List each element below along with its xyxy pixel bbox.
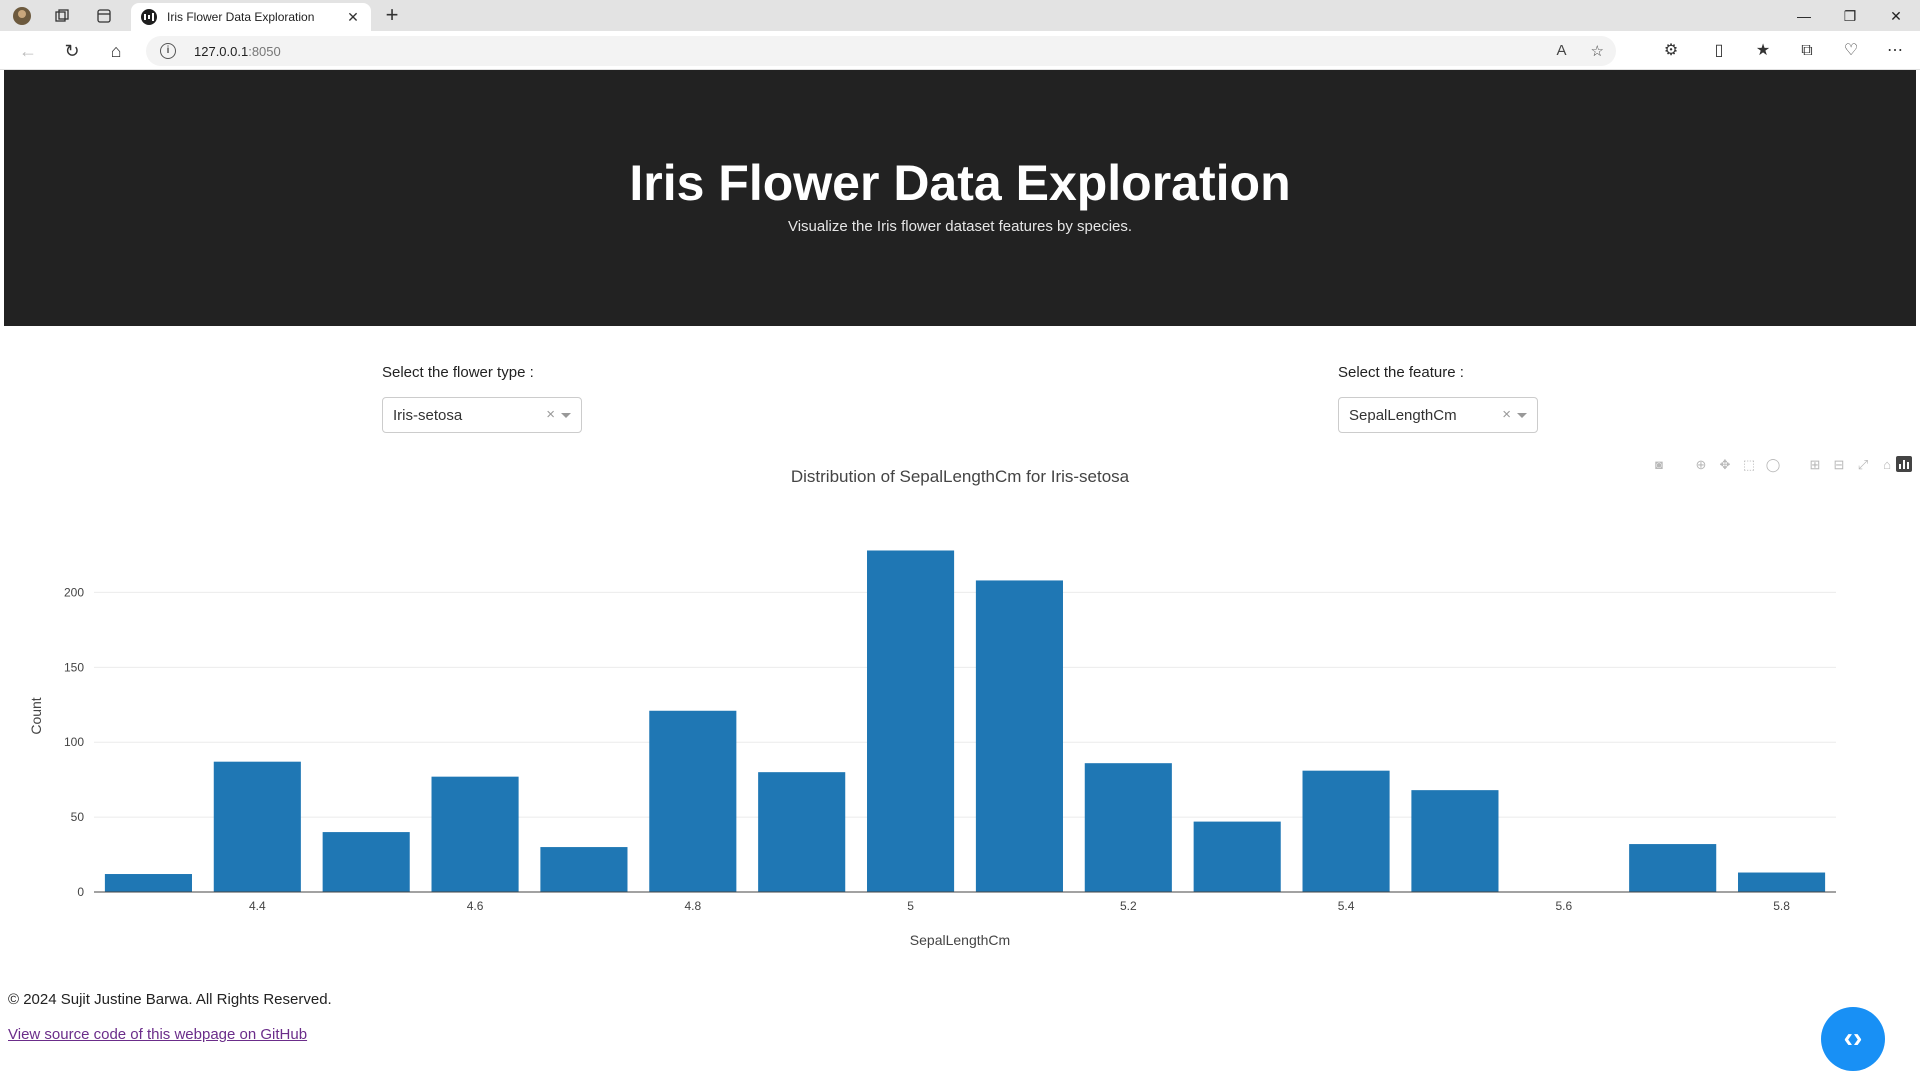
zoom-in-icon[interactable]: ⊞ bbox=[1809, 457, 1821, 472]
restore-icon[interactable]: ❐ bbox=[1843, 8, 1857, 24]
x-tick-label: 4.4 bbox=[249, 899, 266, 913]
favorite-star-icon[interactable]: ☆ bbox=[1590, 43, 1604, 60]
feature-value: SepalLengthCm bbox=[1349, 407, 1457, 424]
y-tick-label: 0 bbox=[77, 885, 84, 899]
tab-title: Iris Flower Data Exploration bbox=[167, 10, 315, 24]
new-tab-icon[interactable]: + bbox=[385, 2, 399, 27]
bar bbox=[431, 776, 519, 892]
reload-icon[interactable]: ↻ bbox=[64, 41, 80, 61]
flower-type-dropdown[interactable]: Iris-setosa × bbox=[382, 397, 582, 433]
window-close-icon[interactable]: ✕ bbox=[1890, 8, 1902, 24]
x-tick-label: 4.8 bbox=[684, 899, 701, 913]
browser-tab-active[interactable]: Iris Flower Data Exploration ✕ bbox=[131, 3, 371, 31]
zoom-icon[interactable]: ⊕ bbox=[1695, 457, 1707, 472]
x-axis-title: SepalLengthCm bbox=[910, 932, 1010, 948]
y-tick-label: 200 bbox=[64, 585, 84, 599]
code-icon[interactable]: ‹› bbox=[1821, 1007, 1885, 1071]
bar bbox=[540, 847, 628, 892]
chevron-down-icon[interactable] bbox=[1517, 413, 1527, 418]
bar bbox=[1302, 770, 1390, 892]
camera-icon[interactable]: ◙ bbox=[1655, 457, 1663, 472]
plot-modebar: ◙ ⊕ ✥ ⬚ ◯ ⊞ ⊟ ⤢ ⌂ bbox=[1650, 456, 1896, 474]
x-tick-label: 5.4 bbox=[1338, 899, 1355, 913]
bar bbox=[758, 772, 846, 892]
extensions-icon[interactable]: ⚙ bbox=[1663, 42, 1679, 59]
bar bbox=[975, 580, 1063, 892]
bar bbox=[104, 874, 192, 892]
x-tick-label: 4.6 bbox=[467, 899, 484, 913]
feature-dropdown[interactable]: SepalLengthCm × bbox=[1338, 397, 1538, 433]
clear-icon[interactable]: × bbox=[546, 406, 555, 423]
bar bbox=[1738, 872, 1826, 892]
bar bbox=[649, 710, 737, 892]
y-axis-title: Count bbox=[28, 697, 44, 734]
favorites-icon[interactable]: ★ bbox=[1755, 42, 1771, 59]
lasso-select-icon[interactable]: ◯ bbox=[1765, 457, 1781, 472]
home-icon[interactable]: ⌂ bbox=[110, 41, 122, 61]
back-arrow-icon[interactable]: ← bbox=[19, 41, 37, 61]
site-info-icon[interactable]: i bbox=[160, 43, 176, 59]
workspaces-icon[interactable] bbox=[52, 6, 72, 26]
x-tick-label: 5 bbox=[907, 899, 914, 913]
autoscale-icon[interactable]: ⤢ bbox=[1857, 457, 1869, 472]
read-aloud-icon[interactable]: A bbox=[1556, 42, 1567, 59]
flower-type-value: Iris-setosa bbox=[393, 407, 463, 424]
y-tick-label: 50 bbox=[71, 810, 85, 824]
browser-essentials-icon[interactable]: ♡ bbox=[1843, 42, 1859, 59]
x-tick-label: 5.2 bbox=[1120, 899, 1137, 913]
address-bar: ← ↻ ⌂ i 127.0.0.1:8050 A ☆ ⚙ ▯ ★ ⧉ ♡ ⋯ bbox=[0, 31, 1920, 70]
page-title: Iris Flower Data Exploration bbox=[629, 155, 1291, 211]
pan-icon[interactable]: ✥ bbox=[1719, 457, 1731, 472]
collections-icon[interactable]: ⧉ bbox=[1801, 42, 1813, 59]
bar bbox=[1629, 844, 1717, 892]
y-tick-label: 100 bbox=[64, 735, 84, 749]
y-tick-label: 150 bbox=[64, 660, 84, 674]
x-tick-label: 5.8 bbox=[1773, 899, 1790, 913]
copyright-text: © 2024 Sujit Justine Barwa. All Rights R… bbox=[8, 991, 332, 1008]
box-select-icon[interactable]: ⬚ bbox=[1742, 457, 1756, 472]
bar bbox=[1193, 821, 1281, 892]
chevron-down-icon[interactable] bbox=[561, 413, 571, 418]
split-screen-icon[interactable]: ▯ bbox=[1714, 42, 1724, 59]
page: Iris Flower Data Exploration Visualize t… bbox=[4, 70, 1916, 1071]
browser-tab-bar: Iris Flower Data Exploration ✕ + — ❐ ✕ bbox=[0, 0, 1920, 31]
x-tick-label: 5.6 bbox=[1555, 899, 1572, 913]
zoom-out-icon[interactable]: ⊟ bbox=[1833, 457, 1845, 472]
github-link[interactable]: View source code of this webpage on GitH… bbox=[8, 1026, 308, 1043]
favicon-icon bbox=[141, 9, 157, 25]
flower-type-label: Select the flower type : bbox=[382, 364, 534, 381]
minimize-icon[interactable]: — bbox=[1797, 8, 1811, 24]
bar bbox=[867, 550, 955, 892]
bar bbox=[322, 832, 410, 892]
clear-icon[interactable]: × bbox=[1502, 406, 1511, 423]
url-text: 127.0.0.1:8050 bbox=[194, 43, 281, 59]
page-subtitle: Visualize the Iris flower dataset featur… bbox=[787, 218, 1133, 235]
header-banner: Iris Flower Data Exploration Visualize t… bbox=[4, 70, 1916, 326]
histogram-chart: 0 50 100 150 200 4.4 4.6 4.8 5 5.2 5.4 5.6 5.8 Distri… bbox=[28, 467, 1836, 948]
more-menu-icon[interactable]: ⋯ bbox=[1887, 42, 1903, 59]
bar bbox=[1411, 790, 1499, 892]
plotly-logo-icon[interactable] bbox=[1896, 456, 1912, 472]
reset-axes-icon[interactable]: ⌂ bbox=[1883, 457, 1891, 472]
chart-title: Distribution of SepalLengthCm for Iris-s… bbox=[791, 467, 1130, 486]
tab-close-icon[interactable]: ✕ bbox=[347, 8, 359, 25]
bar bbox=[213, 761, 301, 892]
feature-label: Select the feature : bbox=[1338, 364, 1464, 381]
bar bbox=[1084, 763, 1172, 892]
tab-actions-icon[interactable] bbox=[94, 6, 114, 26]
url-field[interactable]: i 127.0.0.1:8050 A ☆ bbox=[146, 36, 1616, 66]
profile-avatar-icon[interactable] bbox=[12, 6, 32, 26]
